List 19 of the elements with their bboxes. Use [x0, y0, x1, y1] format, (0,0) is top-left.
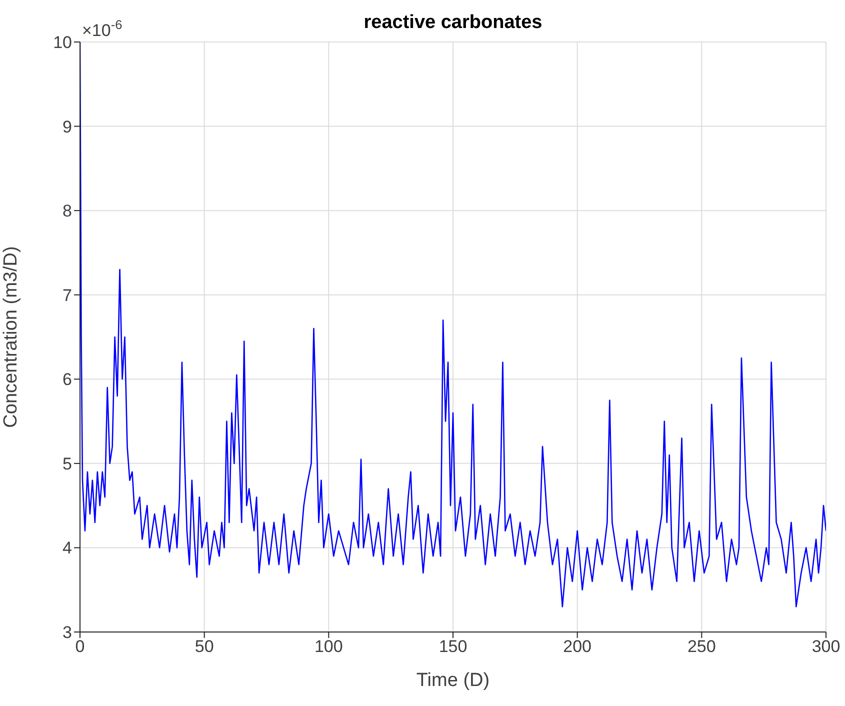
x-tick-label: 200 — [563, 637, 592, 656]
x-tick-label: 300 — [812, 637, 840, 656]
y-tick-label: 7 — [62, 286, 72, 305]
chart-title: reactive carbonates — [364, 12, 542, 33]
x-tick-label: 250 — [687, 637, 716, 656]
y-tick-label: 4 — [62, 538, 72, 558]
y-axis-title: Concentration (m3/D) — [0, 246, 22, 428]
y-tick-label: 3 — [62, 623, 72, 642]
x-axis-title: Time (D) — [416, 670, 490, 691]
y-tick-label: 6 — [62, 370, 72, 390]
y-tick-label: 8 — [62, 202, 72, 221]
y-tick-label: 10 — [53, 33, 72, 52]
x-tick-label: 50 — [194, 637, 214, 656]
y-tick-label: 9 — [62, 117, 72, 136]
text: ×10$^{-6}$ — [82, 16, 122, 40]
y-tick-label: 5 — [62, 454, 72, 474]
x-tick-label: 0 — [75, 637, 85, 656]
x-tick-label: 150 — [438, 637, 468, 656]
x-tick-label: 100 — [314, 637, 343, 656]
